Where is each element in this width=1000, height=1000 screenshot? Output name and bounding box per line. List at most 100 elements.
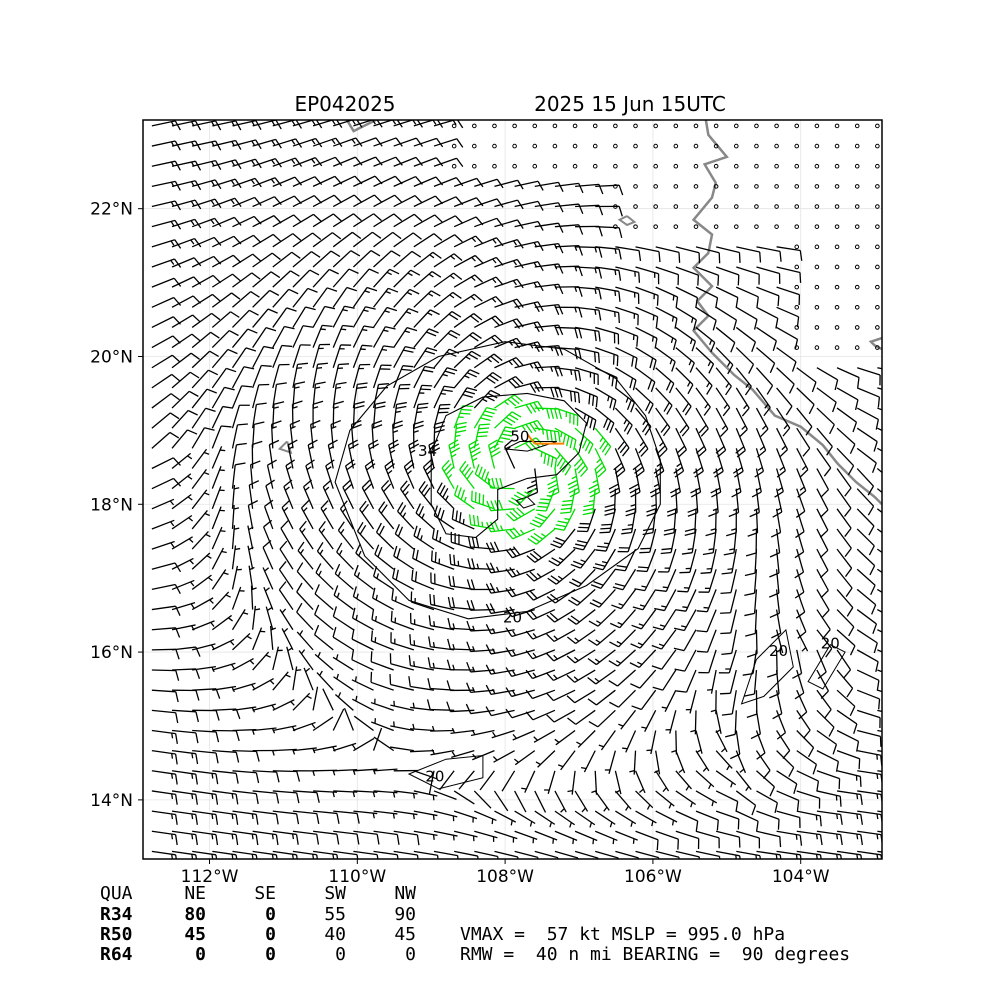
barb-feather — [390, 250, 401, 257]
wind-barb — [836, 427, 856, 454]
barb-feather — [390, 610, 393, 622]
wind-barb — [151, 393, 180, 409]
wind-barb — [375, 522, 395, 550]
barb-feather — [655, 589, 667, 592]
barb-staff — [333, 850, 358, 856]
barb-staff — [734, 710, 737, 735]
barb-feather — [430, 550, 433, 562]
barb-staff — [151, 583, 176, 591]
wind-barb — [458, 770, 475, 790]
barb-feather — [658, 251, 661, 263]
barb-half-feather — [671, 820, 675, 826]
wind-barb — [755, 367, 774, 395]
barb-feather — [215, 854, 218, 859]
wind-barb — [151, 562, 182, 573]
barb-feather — [171, 373, 181, 382]
calm-circle — [794, 304, 800, 310]
barb-feather — [545, 692, 554, 702]
barb-feather — [769, 552, 780, 558]
barb-feather — [845, 587, 853, 597]
wind-barb — [292, 770, 317, 777]
barb-half-feather — [492, 258, 497, 264]
calm-marker — [834, 284, 840, 290]
barb-staff — [252, 271, 272, 288]
barb-feather — [292, 400, 303, 405]
barb-half-feather — [685, 785, 690, 791]
wind-barb — [595, 246, 622, 260]
barb-feather — [829, 424, 835, 435]
barb-feather — [727, 364, 734, 375]
barb-half-feather — [228, 617, 233, 622]
barb-feather — [254, 158, 262, 169]
barb-feather — [351, 649, 355, 660]
calm-circle — [472, 123, 477, 129]
barb-staff — [695, 407, 709, 429]
barb-feather — [630, 402, 636, 413]
barb-feather — [493, 520, 500, 532]
barb-staff — [266, 465, 274, 489]
barb-half-feather — [392, 430, 399, 433]
barb-half-feather — [505, 446, 511, 451]
barb-feather — [578, 370, 582, 382]
barb-feather — [195, 732, 199, 744]
wind-barb — [447, 617, 475, 631]
barb-feather — [255, 814, 259, 825]
wind-barb — [327, 439, 338, 469]
wind-barb — [856, 407, 879, 430]
contour-label: 20 — [821, 634, 840, 652]
barb-half-feather — [512, 650, 517, 656]
wind-barb — [333, 742, 357, 752]
barb-staff — [314, 614, 334, 631]
barb-staff — [712, 528, 717, 553]
calm-circle — [794, 163, 800, 169]
wind-barb — [576, 730, 596, 748]
barb-feather — [446, 680, 451, 691]
wind-barb — [598, 730, 616, 751]
barb-feather — [479, 423, 490, 426]
barb-feather — [370, 630, 374, 641]
barb-staff — [534, 790, 547, 813]
barb-half-feather — [639, 604, 646, 607]
barb-feather — [799, 250, 803, 261]
wind-barb — [494, 411, 522, 429]
barb-half-feather — [234, 527, 240, 530]
wind-barb — [697, 629, 717, 653]
calm-marker — [451, 163, 457, 169]
barb-half-feather — [271, 704, 276, 710]
barb-feather — [466, 641, 472, 652]
wind-barb — [525, 709, 556, 721]
wind-barb — [333, 830, 360, 845]
calm-circle — [854, 143, 860, 149]
barb-feather — [582, 511, 594, 516]
barb-staff — [816, 468, 830, 490]
wind-barb — [351, 628, 374, 651]
wind-barb — [491, 729, 515, 739]
barb-feather — [466, 579, 472, 590]
barb-staff — [332, 175, 356, 187]
wind-barb — [665, 710, 677, 734]
wind-barb — [466, 682, 495, 694]
barb-feather — [759, 855, 761, 859]
barb-half-feather — [519, 529, 525, 535]
barb-feather — [490, 447, 500, 454]
barb-feather — [493, 353, 503, 362]
barb-half-feather — [233, 487, 240, 490]
x-tick-label: 108°W — [476, 867, 534, 887]
barb-feather — [336, 834, 340, 845]
barb-feather — [869, 565, 876, 576]
wind-barb — [451, 750, 475, 759]
barb-feather — [434, 425, 445, 429]
wind-barb — [312, 287, 338, 308]
barb-staff — [453, 216, 477, 228]
wind-barb — [430, 572, 455, 591]
wind-barb — [487, 439, 501, 469]
barb-staff — [151, 277, 175, 288]
barb-half-feather — [291, 139, 296, 145]
calm-circle — [532, 123, 538, 129]
calm-circle — [472, 163, 477, 169]
barb-staff — [614, 790, 632, 810]
barb-feather — [555, 524, 567, 528]
wind-barb — [249, 460, 261, 489]
barb-half-feather — [554, 738, 560, 743]
wind-barb — [494, 258, 524, 269]
